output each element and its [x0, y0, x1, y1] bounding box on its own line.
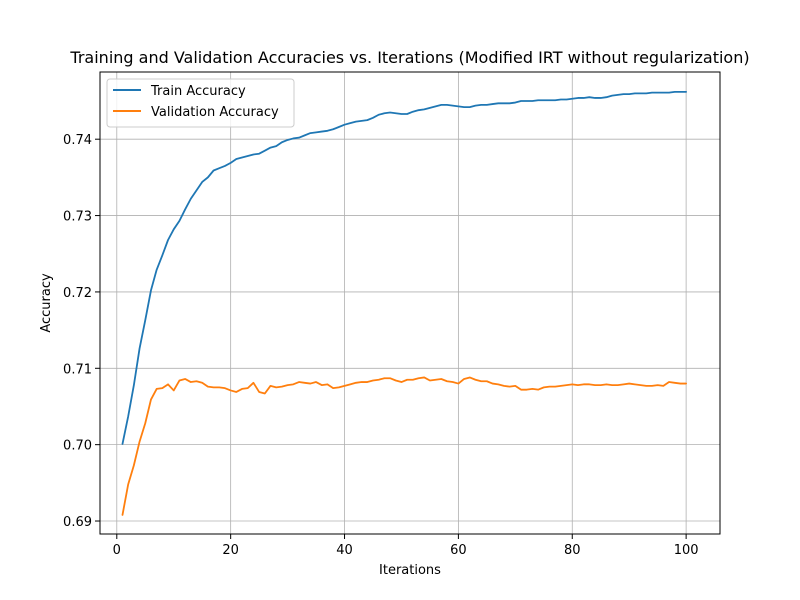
chart-title: Training and Validation Accuracies vs. I…	[69, 48, 749, 67]
y-tick-label: 0.73	[63, 210, 92, 225]
x-axis-label: Iterations	[379, 563, 441, 578]
series-layer	[121, 90, 688, 516]
validation-accuracy-line	[121, 376, 688, 516]
legend-label-validation: Validation Accuracy	[151, 105, 279, 120]
y-tick-label: 0.70	[63, 439, 92, 454]
x-tick-label: 20	[222, 543, 239, 558]
x-tick-label: 100	[674, 543, 699, 558]
y-tick-label: 0.69	[63, 515, 92, 530]
y-tick-label: 0.71	[63, 362, 92, 377]
legend-box	[106, 78, 295, 128]
plot-frame	[99, 71, 721, 535]
y-tick-label: 0.74	[63, 133, 92, 148]
x-tick-label: 0	[113, 543, 121, 558]
legend: Train Accuracy Validation Accuracy	[106, 78, 295, 128]
y-axis-label: Accuracy	[39, 273, 54, 333]
train-accuracy-line	[121, 90, 688, 445]
legend-label-train: Train Accuracy	[150, 84, 246, 99]
x-tick-label: 60	[450, 543, 467, 558]
x-tick-label: 40	[336, 543, 353, 558]
x-tick-label: 80	[564, 543, 581, 558]
gridlines	[100, 72, 720, 534]
y-tick-label: 0.72	[63, 286, 92, 301]
axis-ticks: 0 20 40 60 80 100 0.69 0.70 0.71 0.72 0.73 0.74	[63, 133, 698, 558]
